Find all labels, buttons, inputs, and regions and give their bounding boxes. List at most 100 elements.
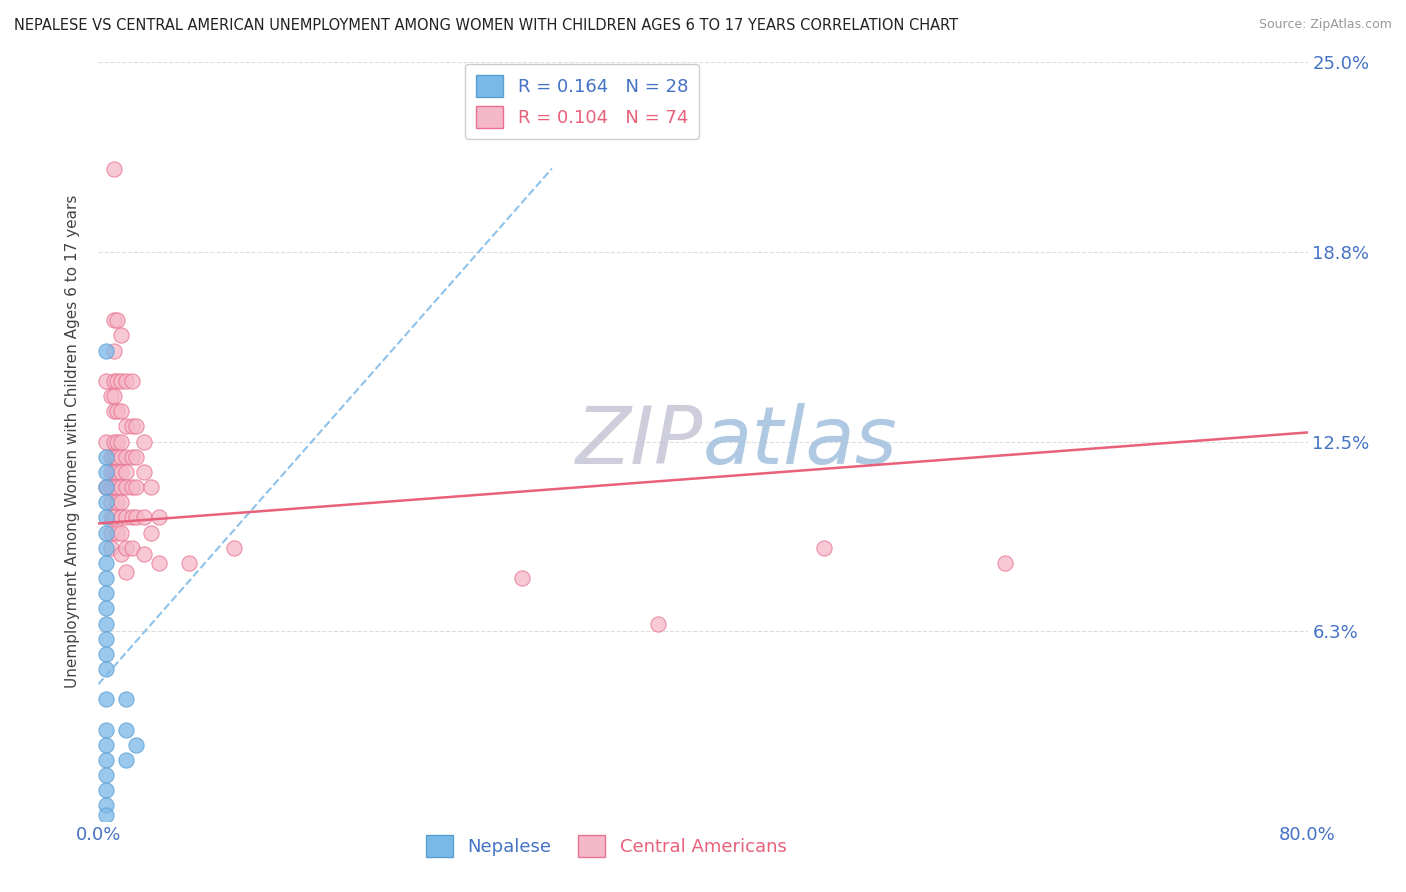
Point	[94, 434, 117, 449]
Point	[94, 510, 117, 524]
Point	[103, 389, 125, 403]
Point	[110, 450, 132, 464]
Point	[121, 450, 143, 464]
Point	[100, 450, 122, 464]
Point	[110, 434, 132, 449]
Point	[125, 419, 148, 434]
Point	[94, 480, 117, 494]
Point	[105, 313, 128, 327]
Point	[179, 556, 201, 570]
Point	[125, 450, 148, 464]
Point	[105, 404, 128, 418]
Point	[114, 419, 136, 434]
Point	[114, 450, 136, 464]
Point	[132, 510, 155, 524]
Point	[114, 541, 136, 555]
Point	[100, 465, 122, 479]
Point	[148, 510, 170, 524]
Point	[121, 541, 143, 555]
Point	[105, 374, 128, 388]
Point	[141, 525, 163, 540]
Point	[114, 480, 136, 494]
Point	[94, 525, 117, 540]
Point	[125, 510, 148, 524]
Point	[94, 616, 117, 631]
Point	[125, 480, 148, 494]
Point	[110, 525, 132, 540]
Point	[121, 374, 143, 388]
Point	[121, 480, 143, 494]
Point	[94, 480, 117, 494]
Point	[103, 374, 125, 388]
Point	[94, 450, 117, 464]
Text: Source: ZipAtlas.com: Source: ZipAtlas.com	[1258, 18, 1392, 31]
Point	[110, 510, 132, 524]
Point	[94, 768, 117, 782]
Point	[647, 616, 669, 631]
Point	[510, 571, 533, 585]
Point	[100, 525, 122, 540]
Point	[105, 480, 128, 494]
Point	[94, 798, 117, 813]
Point	[103, 404, 125, 418]
Point	[105, 495, 128, 509]
Point	[121, 419, 143, 434]
Point	[94, 495, 117, 509]
Point	[94, 632, 117, 646]
Y-axis label: Unemployment Among Women with Children Ages 6 to 17 years: Unemployment Among Women with Children A…	[65, 194, 80, 689]
Text: NEPALESE VS CENTRAL AMERICAN UNEMPLOYMENT AMONG WOMEN WITH CHILDREN AGES 6 TO 17: NEPALESE VS CENTRAL AMERICAN UNEMPLOYMEN…	[14, 18, 957, 33]
Point	[94, 374, 117, 388]
Point	[94, 601, 117, 615]
Point	[100, 495, 122, 509]
Point	[121, 510, 143, 524]
Point	[110, 328, 132, 343]
Point	[94, 753, 117, 767]
Point	[132, 434, 155, 449]
Point	[114, 692, 136, 706]
Point	[103, 434, 125, 449]
Point	[114, 723, 136, 737]
Point	[94, 783, 117, 797]
Point	[94, 556, 117, 570]
Point	[103, 313, 125, 327]
Point	[110, 495, 132, 509]
Point	[94, 692, 117, 706]
Point	[114, 510, 136, 524]
Point	[110, 404, 132, 418]
Legend: Nepalese, Central Americans: Nepalese, Central Americans	[419, 828, 794, 864]
Point	[103, 480, 125, 494]
Point	[114, 465, 136, 479]
Point	[224, 541, 246, 555]
Point	[94, 807, 117, 822]
Point	[103, 161, 125, 176]
Point	[114, 565, 136, 579]
Point	[103, 510, 125, 524]
Point	[105, 450, 128, 464]
Point	[100, 480, 122, 494]
Point	[141, 480, 163, 494]
Point	[94, 571, 117, 585]
Point	[110, 374, 132, 388]
Point	[114, 374, 136, 388]
Point	[110, 480, 132, 494]
Point	[813, 541, 835, 555]
Point	[110, 547, 132, 561]
Point	[103, 343, 125, 358]
Point	[94, 662, 117, 676]
Text: atlas: atlas	[703, 402, 898, 481]
Point	[100, 510, 122, 524]
Point	[100, 389, 122, 403]
Point	[125, 738, 148, 752]
Point	[94, 738, 117, 752]
Point	[105, 434, 128, 449]
Point	[103, 450, 125, 464]
Point	[103, 465, 125, 479]
Point	[94, 343, 117, 358]
Point	[105, 465, 128, 479]
Point	[132, 547, 155, 561]
Point	[94, 465, 117, 479]
Point	[94, 541, 117, 555]
Point	[94, 647, 117, 661]
Point	[148, 556, 170, 570]
Point	[114, 753, 136, 767]
